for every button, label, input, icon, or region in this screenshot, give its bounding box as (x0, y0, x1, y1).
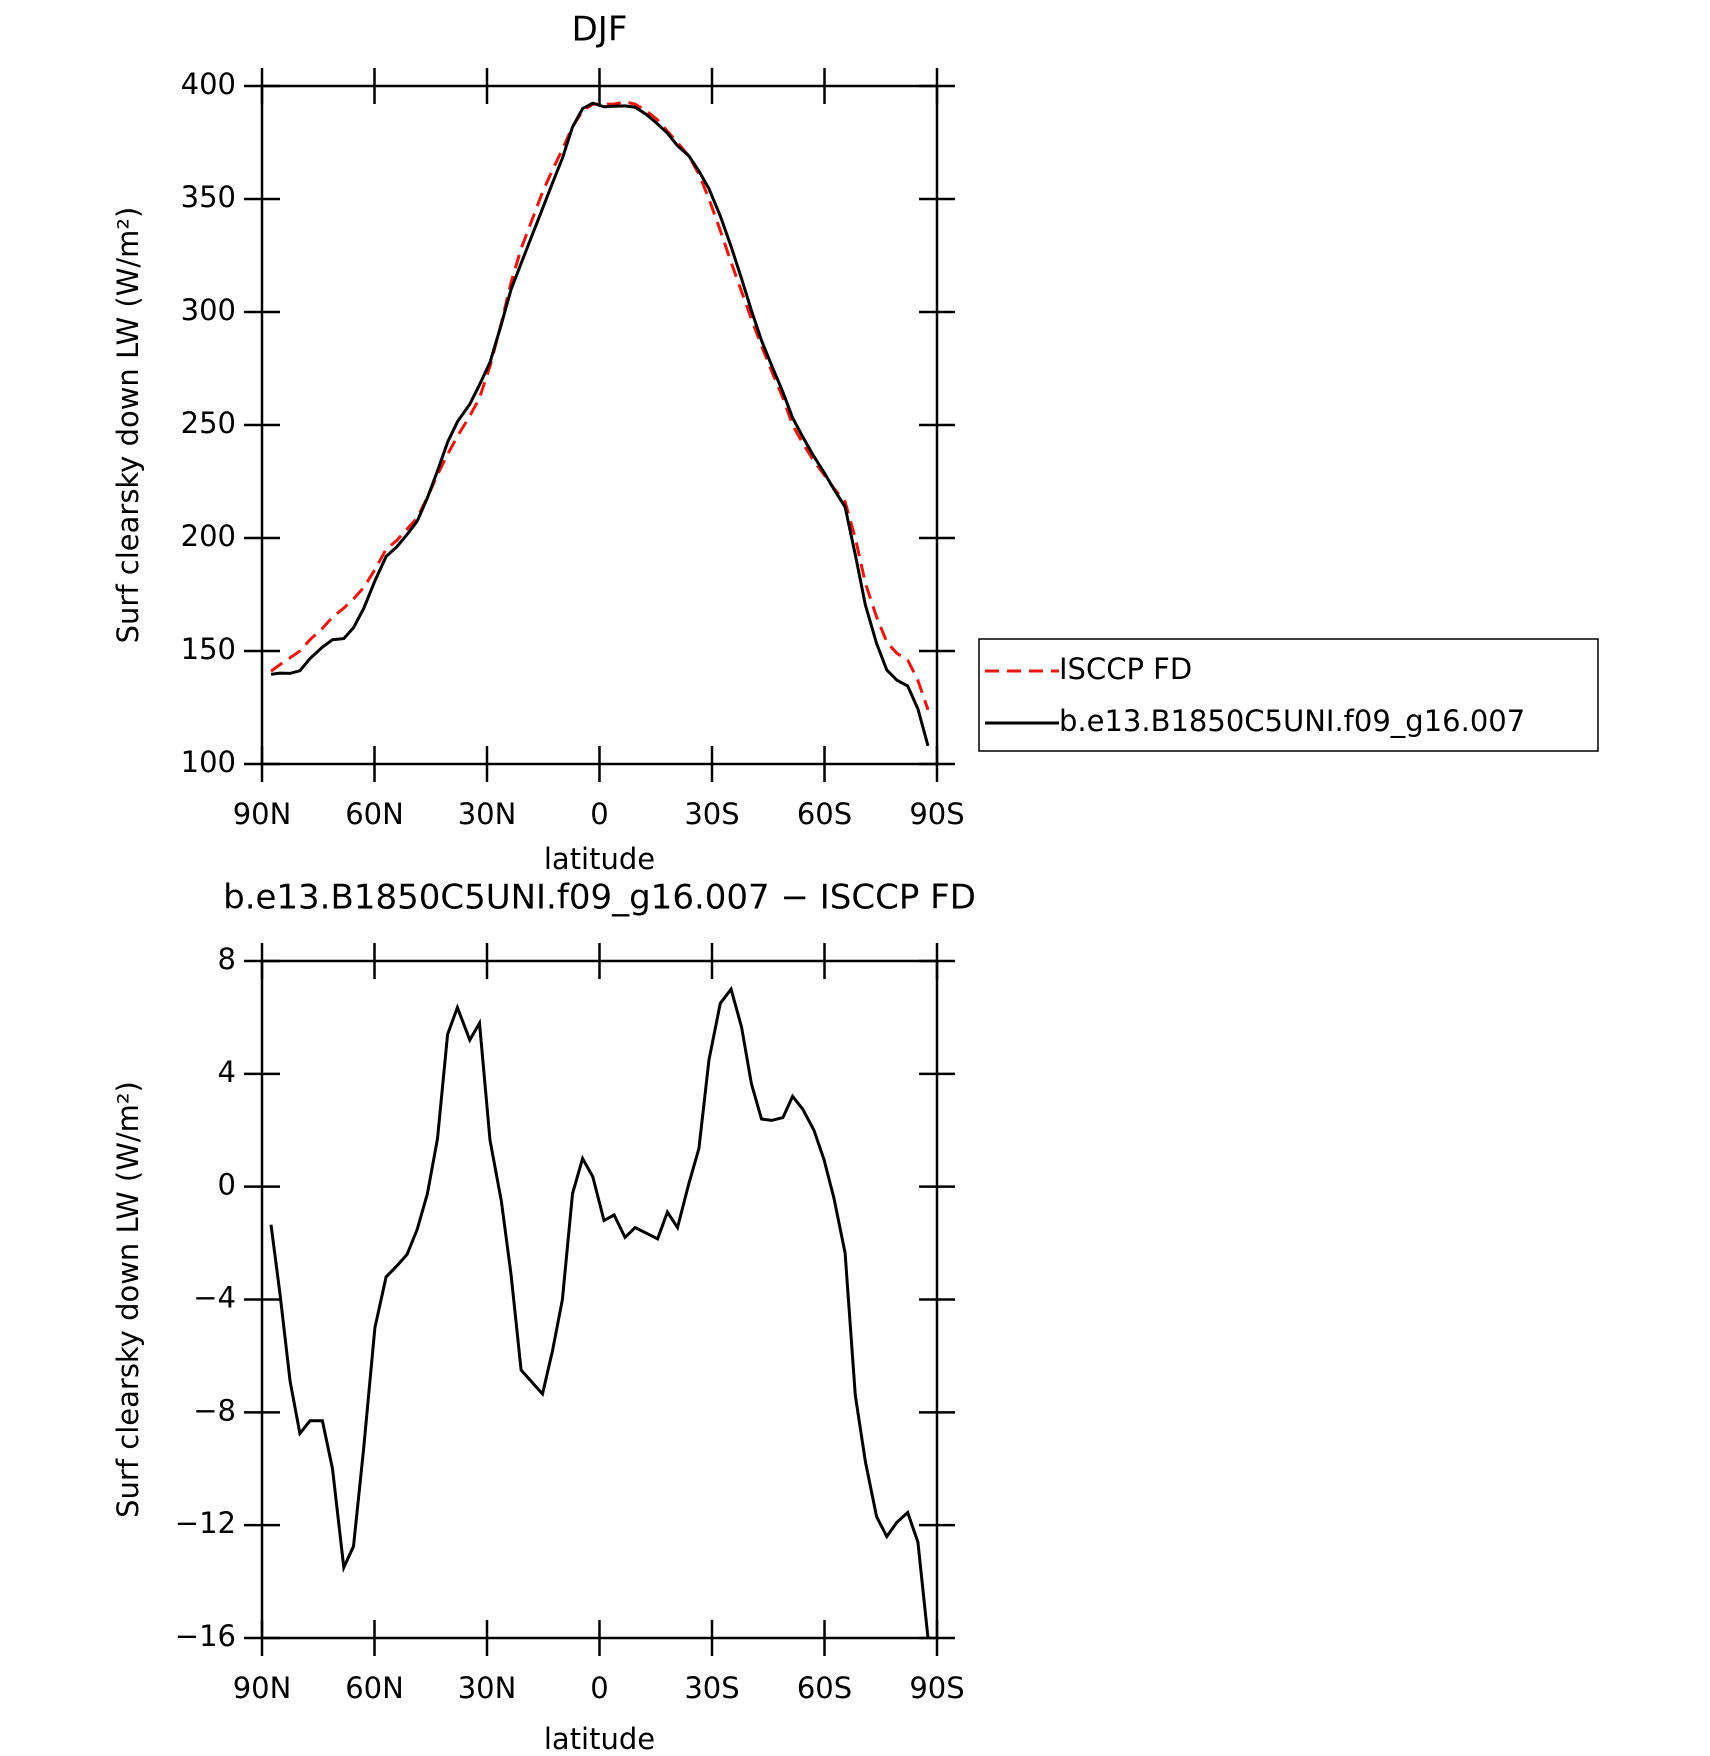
legend-label: ISCCP FD (1059, 652, 1192, 686)
x-tick-label: 30N (458, 797, 517, 831)
y-axis-label: Surf clearsky down LW (W/m²) (111, 1081, 145, 1518)
x-tick-label: 0 (590, 1671, 608, 1705)
y-tick-label: 8 (218, 942, 236, 976)
y-tick-label: −8 (193, 1393, 236, 1427)
x-tick-label: 90S (909, 797, 964, 831)
x-tick-label: 90N (233, 1671, 292, 1705)
x-axis-label: latitude (544, 1722, 655, 1756)
x-tick-label: 60S (797, 797, 852, 831)
y-tick-label: 4 (218, 1055, 236, 1089)
plot-frame (260, 959, 939, 1640)
legend-label: b.e13.B1850C5UNI.f09_g16.007 (1059, 704, 1525, 738)
x-axis-label: latitude (544, 842, 655, 876)
x-tick-label: 90N (233, 797, 292, 831)
legend-box (978, 638, 1599, 752)
x-tick-label: 0 (590, 797, 608, 831)
y-tick-label: 400 (181, 67, 236, 101)
y-tick-label: 250 (181, 406, 236, 440)
y-axis-label: Surf clearsky down LW (W/m²) (111, 207, 145, 644)
data-line (269, 985, 930, 1639)
x-tick-label: 30S (684, 1671, 739, 1705)
y-tick-label: 350 (181, 180, 236, 214)
y-tick-label: 300 (181, 293, 236, 327)
y-tick-label: 150 (181, 632, 236, 666)
x-tick-label: 60N (345, 1671, 404, 1705)
chart-title: b.e13.B1850C5UNI.f09_g16.007 − ISCCP FD (223, 878, 976, 918)
y-tick-label: 0 (218, 1168, 236, 1202)
x-tick-label: 90S (909, 1671, 964, 1705)
x-tick-label: 60N (345, 797, 404, 831)
chart-title: DJF (572, 10, 628, 50)
data-line (270, 100, 930, 711)
x-tick-label: 30S (684, 797, 739, 831)
y-tick-label: 100 (181, 745, 236, 779)
y-tick-label: −4 (193, 1281, 236, 1315)
plot-frame (260, 84, 939, 766)
data-line (270, 101, 930, 747)
y-tick-label: −12 (175, 1506, 236, 1540)
y-tick-label: 200 (181, 519, 236, 553)
x-tick-label: 60S (797, 1671, 852, 1705)
x-tick-label: 30N (458, 1671, 517, 1705)
y-tick-label: −16 (175, 1619, 236, 1653)
